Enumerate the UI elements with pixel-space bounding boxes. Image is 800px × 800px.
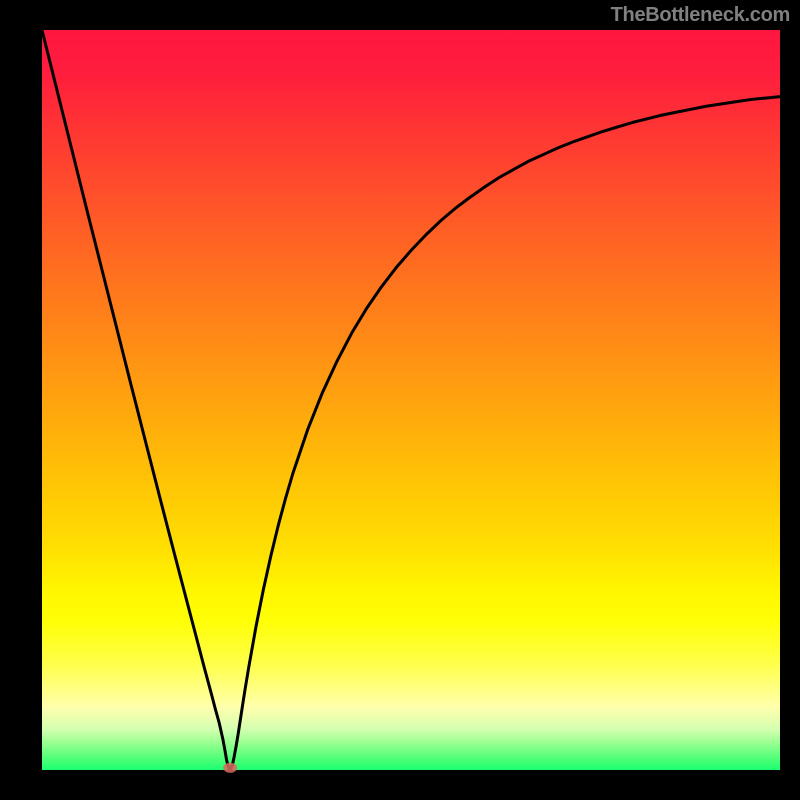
chart-frame: TheBottleneck.com [0,0,800,800]
bottleneck-chart [0,0,800,800]
plot-background [42,30,780,770]
min-marker [223,763,237,773]
